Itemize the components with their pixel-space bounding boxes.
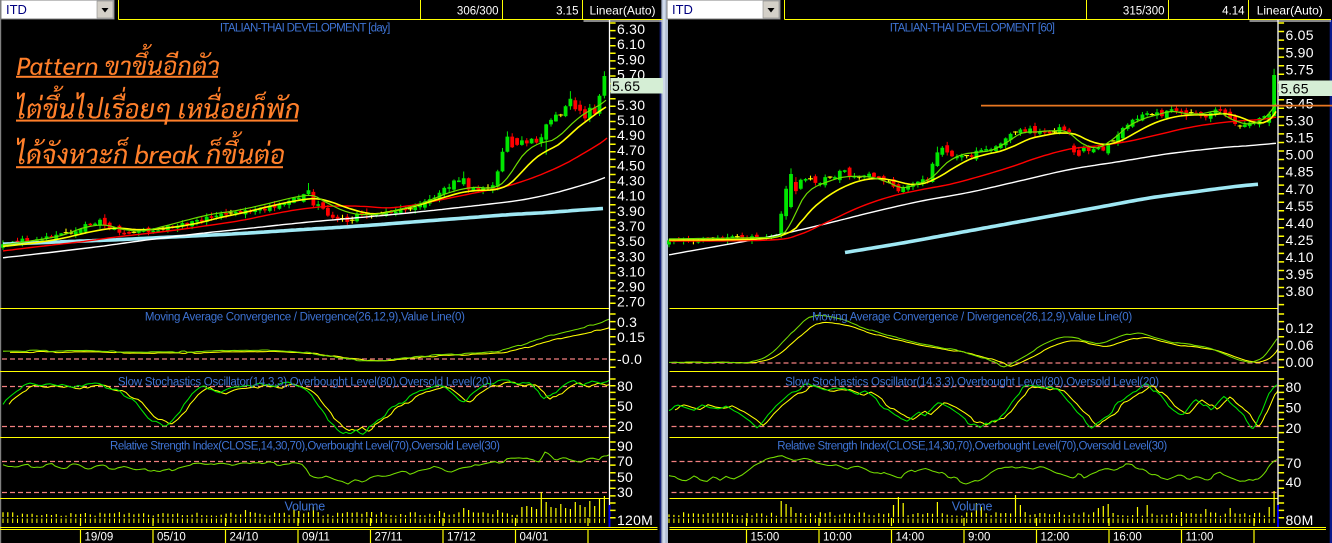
svg-text:Moving Average Convergence / D: Moving Average Convergence / Divergence(… [145, 312, 465, 324]
svg-text:3.10: 3.10 [617, 263, 645, 279]
svg-text:0.15: 0.15 [617, 329, 645, 345]
svg-text:24/10: 24/10 [230, 532, 259, 543]
svg-text:4.70: 4.70 [1286, 181, 1314, 197]
svg-text:4.55: 4.55 [1286, 198, 1314, 214]
svg-text:Relative Strength Index(CLOSE,: Relative Strength Index(CLOSE,14,30,70),… [110, 441, 500, 453]
svg-text:4.40: 4.40 [1286, 215, 1314, 231]
svg-text:19/09: 19/09 [85, 532, 114, 543]
svg-text:04/01: 04/01 [520, 532, 549, 543]
svg-text:Linear(Auto): Linear(Auto) [1257, 4, 1323, 18]
svg-text:5.15: 5.15 [1286, 130, 1314, 146]
svg-text:5.75: 5.75 [1286, 61, 1314, 77]
svg-text:70: 70 [1286, 455, 1302, 471]
svg-text:315/300: 315/300 [1123, 6, 1165, 18]
svg-text:16:00: 16:00 [1113, 532, 1142, 543]
svg-text:4.10: 4.10 [1286, 249, 1314, 265]
svg-text:3.80: 3.80 [1286, 283, 1314, 299]
svg-text:Moving Average Convergence / D: Moving Average Convergence / Divergence(… [812, 312, 1132, 324]
svg-text:40: 40 [1286, 474, 1302, 490]
svg-text:80: 80 [1286, 379, 1302, 395]
svg-text:4.90: 4.90 [617, 127, 645, 143]
svg-text:Slow Stochastics Oscillator(14: Slow Stochastics Oscillator(14,3,3),Over… [118, 377, 492, 389]
svg-text:10:00: 10:00 [823, 532, 852, 543]
svg-text:15:00: 15:00 [751, 532, 780, 543]
svg-text:20: 20 [617, 418, 633, 434]
svg-text:2.70: 2.70 [617, 294, 645, 310]
svg-text:3.30: 3.30 [617, 248, 645, 264]
svg-text:5.65: 5.65 [1281, 81, 1309, 97]
svg-text:17/12: 17/12 [447, 532, 476, 543]
svg-text:3.90: 3.90 [617, 203, 645, 219]
svg-text:50: 50 [617, 469, 633, 485]
svg-text:70: 70 [617, 453, 633, 469]
svg-text:0.12: 0.12 [1286, 320, 1314, 336]
svg-text:6.10: 6.10 [617, 36, 645, 52]
svg-text:306/300: 306/300 [457, 6, 499, 18]
svg-text:5.90: 5.90 [1286, 44, 1314, 60]
svg-text:80: 80 [617, 378, 633, 394]
svg-text:30: 30 [617, 484, 633, 500]
svg-text:3.15: 3.15 [556, 6, 578, 18]
svg-text:6.05: 6.05 [1286, 27, 1314, 43]
svg-text:4.10: 4.10 [617, 188, 645, 204]
svg-text:4.25: 4.25 [1286, 232, 1314, 248]
svg-text:3.95: 3.95 [1286, 266, 1314, 282]
svg-text:5.45: 5.45 [1286, 95, 1314, 111]
svg-text:50: 50 [1286, 400, 1302, 416]
svg-text:9:00: 9:00 [968, 532, 990, 543]
svg-text:5.30: 5.30 [617, 97, 645, 113]
svg-text:-0.0: -0.0 [617, 351, 642, 367]
svg-text:4.70: 4.70 [617, 142, 645, 158]
svg-text:80M: 80M [1286, 512, 1314, 528]
svg-text:05/10: 05/10 [157, 532, 186, 543]
svg-text:4.50: 4.50 [617, 157, 645, 173]
svg-text:ITD: ITD [6, 2, 27, 17]
svg-text:11:00: 11:00 [1186, 532, 1214, 543]
svg-text:3.50: 3.50 [617, 233, 645, 249]
svg-text:5.10: 5.10 [617, 112, 645, 128]
svg-text:4.14: 4.14 [1222, 6, 1245, 18]
svg-text:0.3: 0.3 [617, 314, 637, 330]
svg-text:0.06: 0.06 [1286, 337, 1314, 353]
svg-text:2.90: 2.90 [617, 279, 645, 295]
svg-text:0.00: 0.00 [1286, 354, 1314, 370]
svg-text:Volume: Volume [952, 500, 993, 514]
svg-text:Slow Stochastics Oscillator(14: Slow Stochastics Oscillator(14,3,3),Over… [785, 377, 1159, 389]
svg-text:Relative Strength Index(CLOSE,: Relative Strength Index(CLOSE,14,30,70),… [777, 441, 1167, 453]
svg-text:Linear(Auto): Linear(Auto) [589, 4, 655, 18]
svg-text:ITALIAN-THAI DEVELOPMENT [60]: ITALIAN-THAI DEVELOPMENT [60] [890, 23, 1055, 35]
svg-text:120M: 120M [617, 512, 653, 528]
svg-text:20: 20 [1286, 420, 1302, 436]
svg-text:4.85: 4.85 [1286, 164, 1314, 180]
svg-text:ITALIAN-THAI DEVELOPMENT [day]: ITALIAN-THAI DEVELOPMENT [day] [220, 23, 390, 35]
svg-text:5.00: 5.00 [1286, 147, 1314, 163]
svg-text:5.90: 5.90 [617, 51, 645, 67]
svg-text:27/11: 27/11 [375, 532, 403, 543]
svg-text:09/11: 09/11 [302, 532, 330, 543]
svg-text:5.65: 5.65 [612, 78, 640, 94]
svg-text:90: 90 [617, 438, 633, 454]
svg-text:Volume: Volume [285, 500, 326, 514]
svg-text:50: 50 [617, 398, 633, 414]
svg-text:6.30: 6.30 [617, 21, 645, 37]
svg-text:3.70: 3.70 [617, 218, 645, 234]
svg-text:4.30: 4.30 [617, 173, 645, 189]
svg-text:ITD: ITD [672, 2, 693, 17]
svg-text:5.30: 5.30 [1286, 113, 1314, 129]
svg-text:14:00: 14:00 [896, 532, 925, 543]
svg-text:12:00: 12:00 [1041, 532, 1070, 543]
